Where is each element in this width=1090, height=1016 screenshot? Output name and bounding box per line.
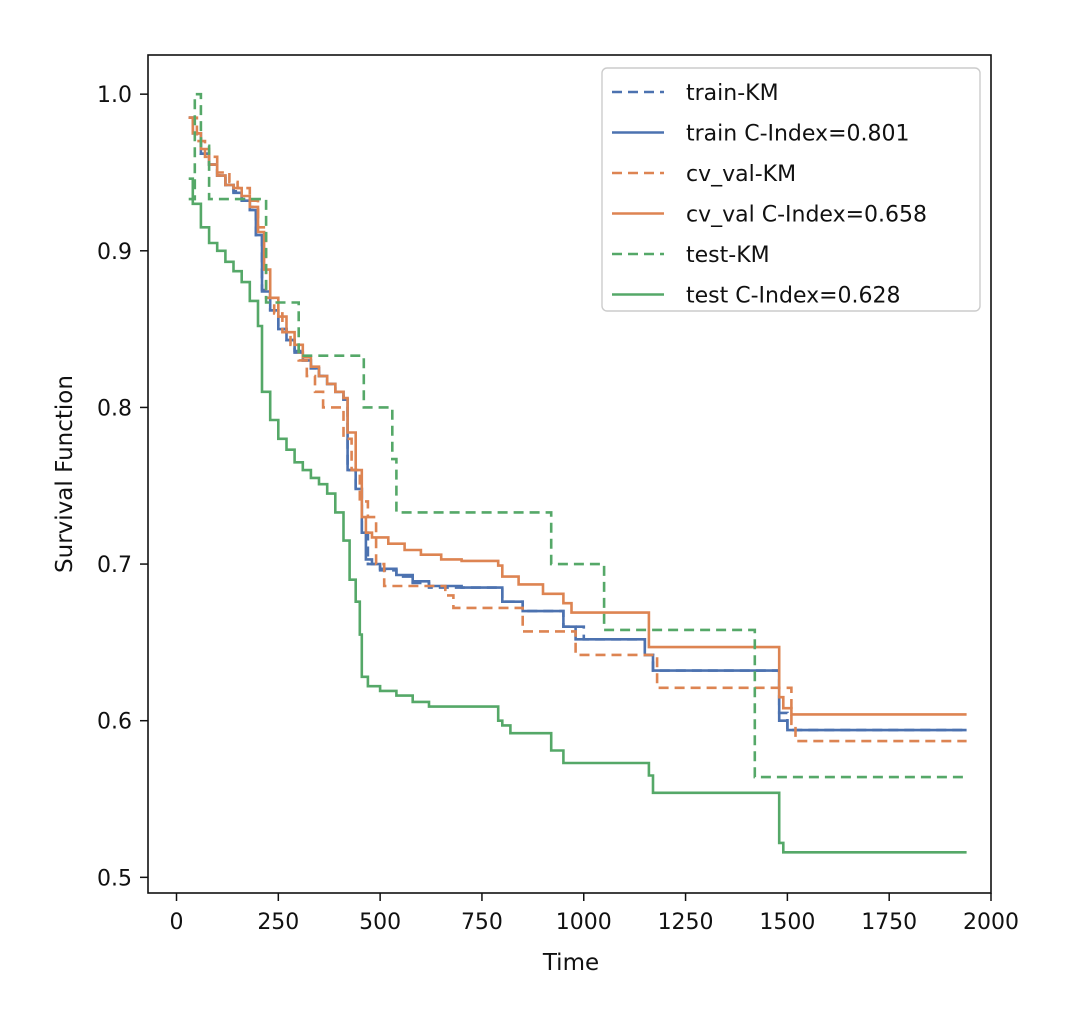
y-axis: 0.5 0.6 0.7 0.8 0.9 1.0: [97, 83, 148, 891]
plot-area: [147, 54, 992, 894]
legend-label: train C-Index=0.801: [686, 122, 909, 147]
x-tick-label: 1750: [861, 910, 917, 935]
y-tick-label: 1.0: [97, 83, 132, 108]
legend-label: test C-Index=0.628: [686, 284, 901, 309]
legend-label: train-KM: [686, 81, 779, 106]
legend-box: [601, 67, 981, 312]
series-layer: [188, 92, 967, 854]
series-line-cv-val-c-index-0-658: [188, 116, 967, 716]
x-tick-label: 750: [461, 910, 503, 935]
y-tick-label: 0.7: [97, 553, 132, 578]
series-line-test-c-index-0-628: [188, 177, 967, 854]
legend-label: test-KM: [686, 243, 770, 268]
legend-label: cv_val C-Index=0.658: [686, 203, 927, 228]
legend: train-KM train C-Index=0.801 cv_val-KM cv_v…: [601, 67, 981, 312]
y-axis-title: Survival Function: [52, 375, 78, 573]
x-tick-label: 250: [257, 910, 299, 935]
legend-label: cv_val-KM: [686, 162, 796, 187]
x-tick-label: 1500: [759, 910, 815, 935]
y-tick-label: 0.8: [97, 396, 132, 421]
x-tick-label: 1250: [658, 910, 714, 935]
series-line-train-km: [188, 116, 967, 732]
y-tick-label: 0.5: [97, 866, 132, 891]
y-tick-label: 0.9: [97, 240, 132, 265]
y-tick-label: 0.6: [97, 710, 132, 735]
x-axis-title: Time: [542, 950, 599, 976]
x-tick-label: 1000: [556, 910, 612, 935]
x-axis: 0 250 500 750 1000 1250 1500 1750 2000: [170, 893, 1019, 935]
x-tick-label: 2000: [963, 910, 1019, 935]
x-tick-label: 0: [170, 910, 184, 935]
x-tick-label: 500: [359, 910, 401, 935]
series-line-test-km: [188, 92, 967, 779]
